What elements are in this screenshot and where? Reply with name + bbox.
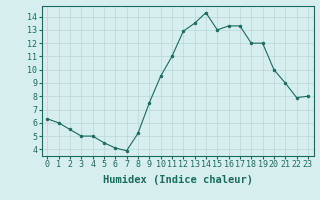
X-axis label: Humidex (Indice chaleur): Humidex (Indice chaleur) (103, 175, 252, 185)
